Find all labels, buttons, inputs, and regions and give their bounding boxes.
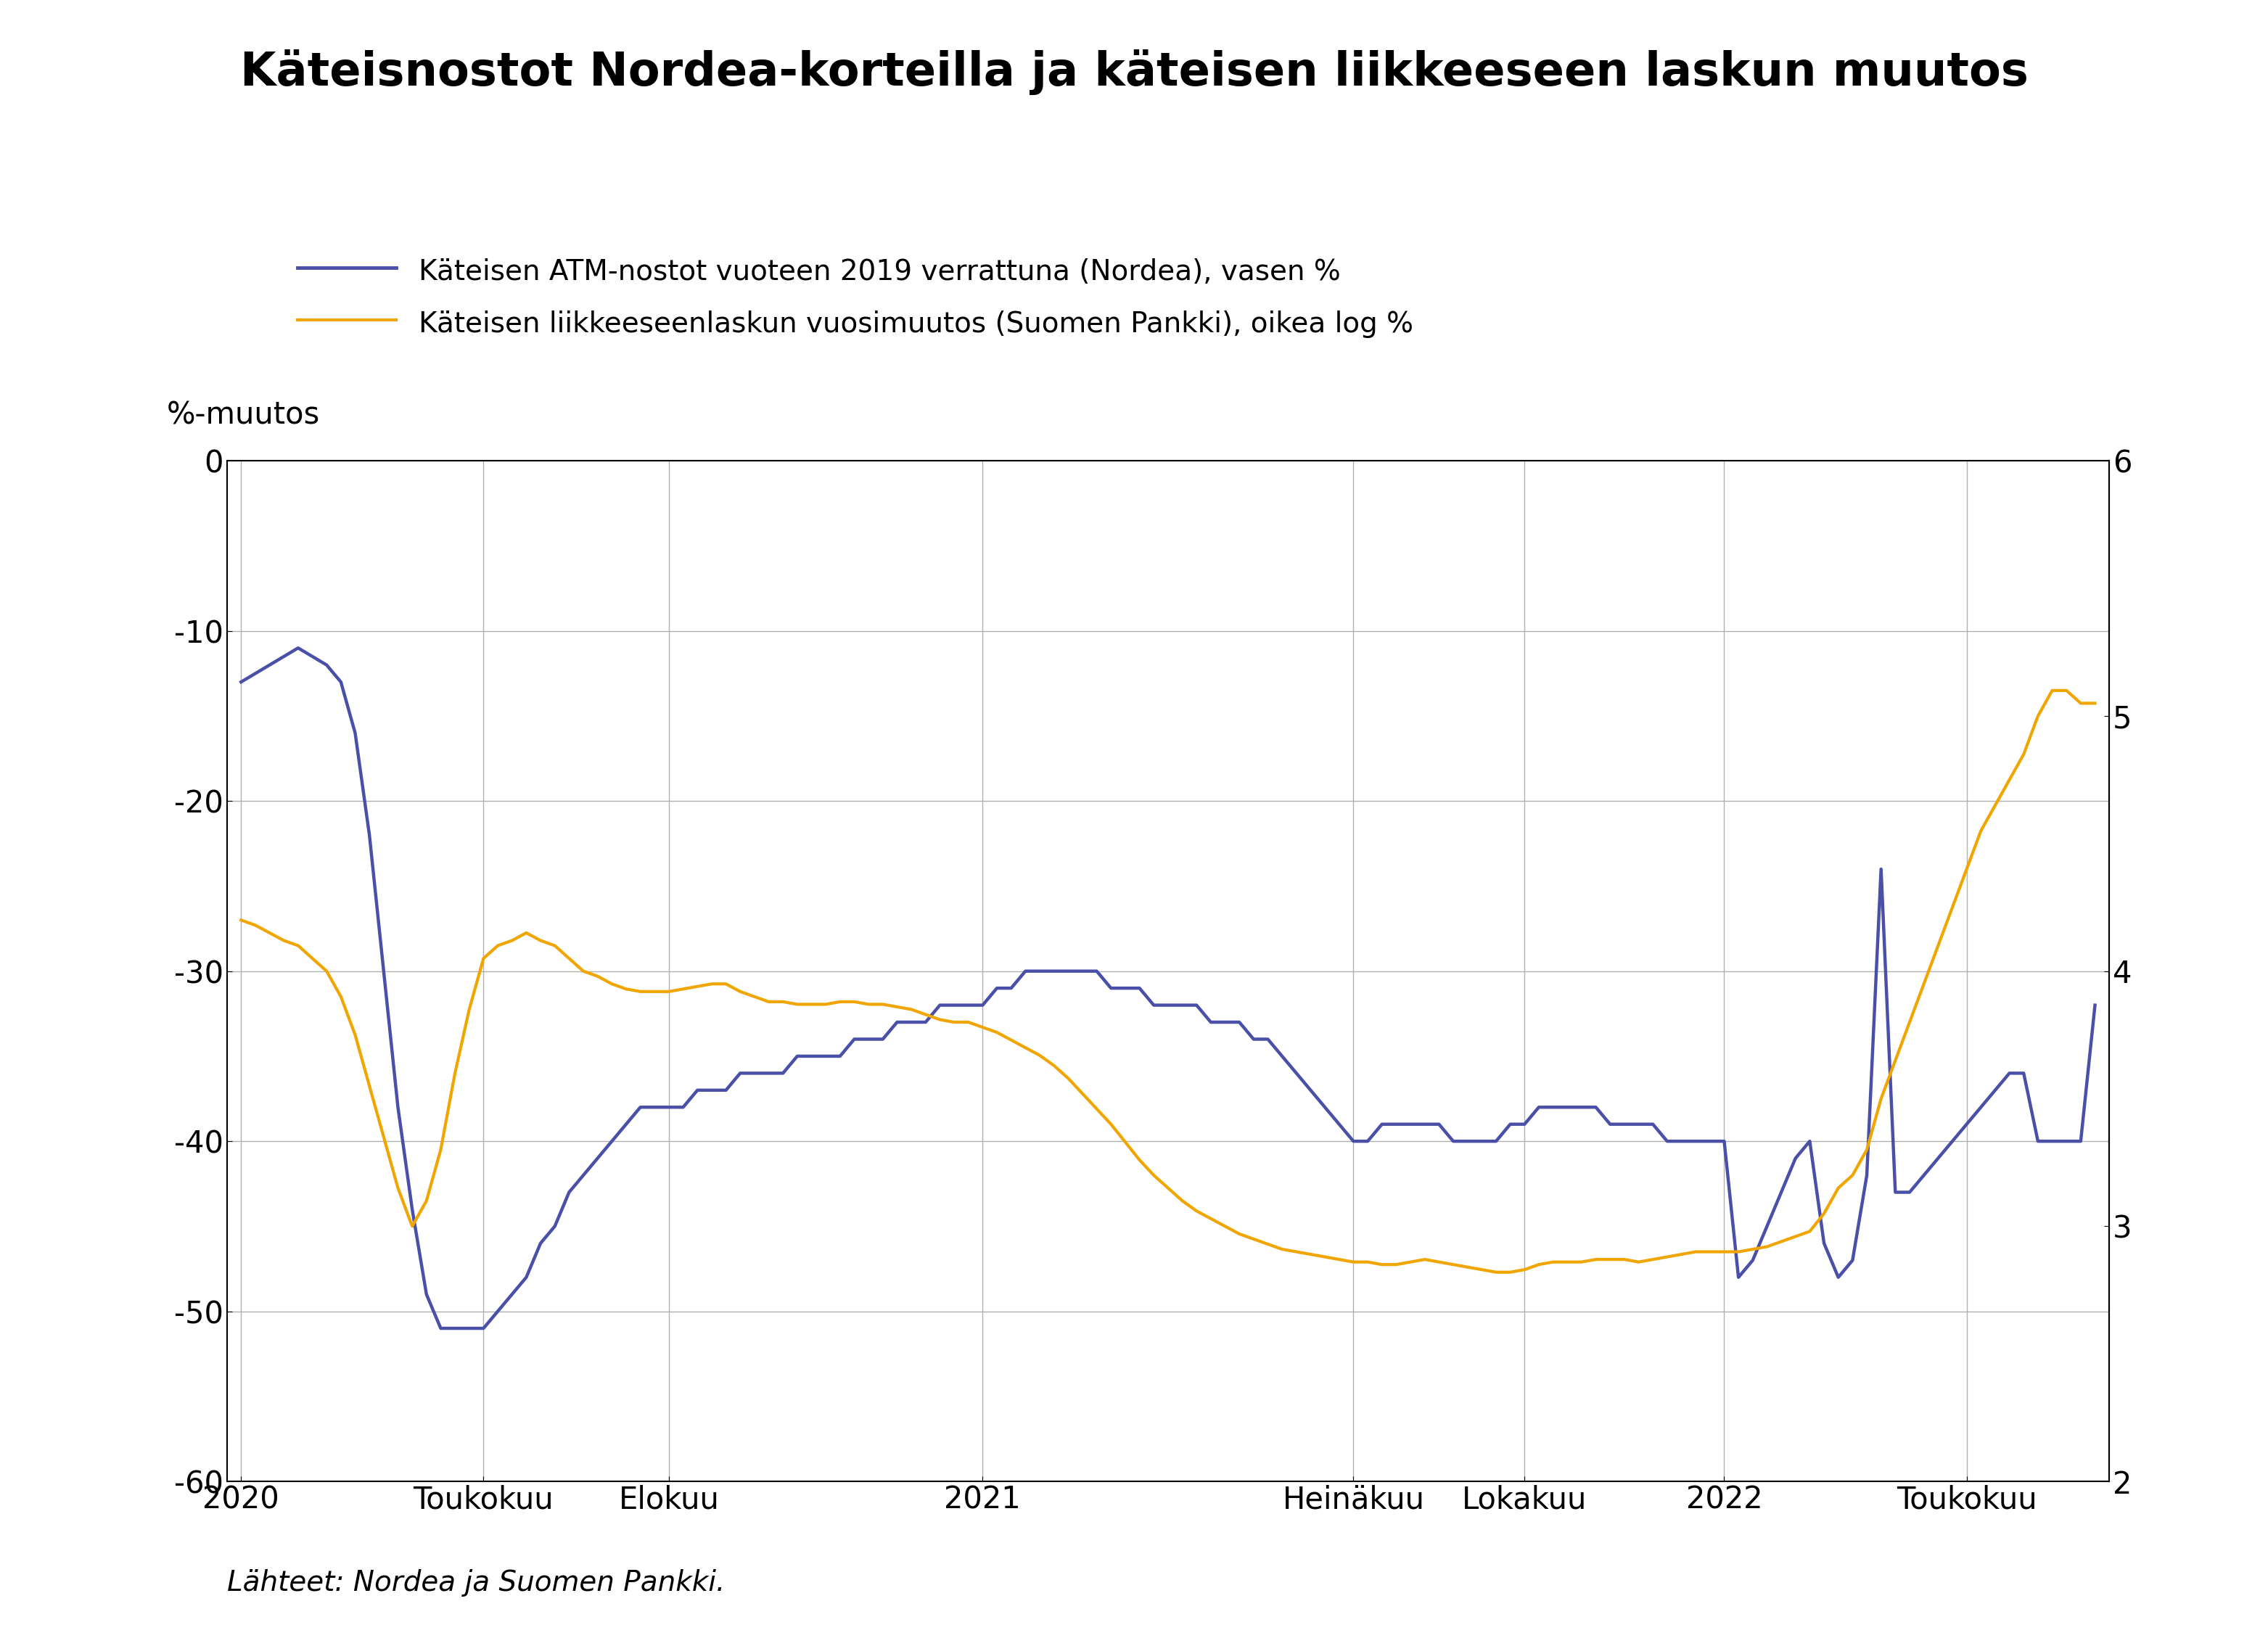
Text: Käteisnostot Nordea-korteilla ja käteisen liikkeeseen laskun muutos: Käteisnostot Nordea-korteilla ja käteise… (240, 49, 2028, 95)
Text: Lähteet: Nordea ja Suomen Pankki.: Lähteet: Nordea ja Suomen Pankki. (227, 1569, 726, 1597)
Text: %-muutos: %-muutos (166, 400, 320, 431)
Legend: Käteisen ATM-nostot vuoteen 2019 verrattuna (Nordea), vasen %, Käteisen liikkees: Käteisen ATM-nostot vuoteen 2019 verratt… (286, 245, 1424, 349)
